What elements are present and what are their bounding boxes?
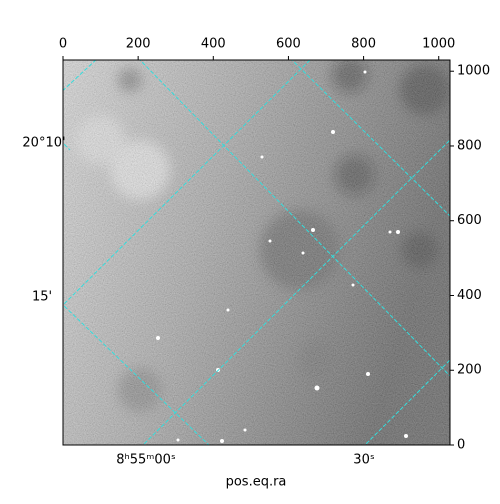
x-tick-label: 0 xyxy=(59,37,67,52)
x-tick-label: 1000 xyxy=(422,37,455,52)
y-tick-label: 600 xyxy=(457,213,482,228)
wcs-grid-line xyxy=(63,60,311,306)
dec-tick-label: 15' xyxy=(32,290,52,305)
x-tick-label: 800 xyxy=(351,37,376,52)
y-tick-label: 800 xyxy=(457,138,482,153)
wcs-grid-line xyxy=(364,359,450,445)
ra-tick-label: 30ˢ xyxy=(353,453,375,468)
wcs-grid-line xyxy=(142,139,450,445)
y-tick-label: 0 xyxy=(457,438,465,453)
ra-tick-label: 8ʰ55ᵐ00ˢ xyxy=(116,453,176,468)
wcs-grid-line xyxy=(63,142,71,151)
frame xyxy=(62,59,451,446)
wcs-grid-line xyxy=(63,304,210,445)
y-tick-label: 200 xyxy=(457,363,482,378)
sky-image xyxy=(63,60,450,445)
x-tick-label: 600 xyxy=(276,37,301,52)
x-tick-label: 400 xyxy=(201,37,226,52)
x-axis-label: pos.eq.ra xyxy=(226,475,287,490)
y-tick-label: 1000 xyxy=(457,64,490,79)
y-tick-label: 400 xyxy=(457,288,482,303)
wcs-grid-line xyxy=(63,60,97,92)
dec-tick-label: 20°10' xyxy=(22,136,65,151)
wcs-grid-line xyxy=(291,60,450,217)
x-tick-label: 200 xyxy=(126,37,151,52)
wcs-grid-line xyxy=(139,60,450,377)
